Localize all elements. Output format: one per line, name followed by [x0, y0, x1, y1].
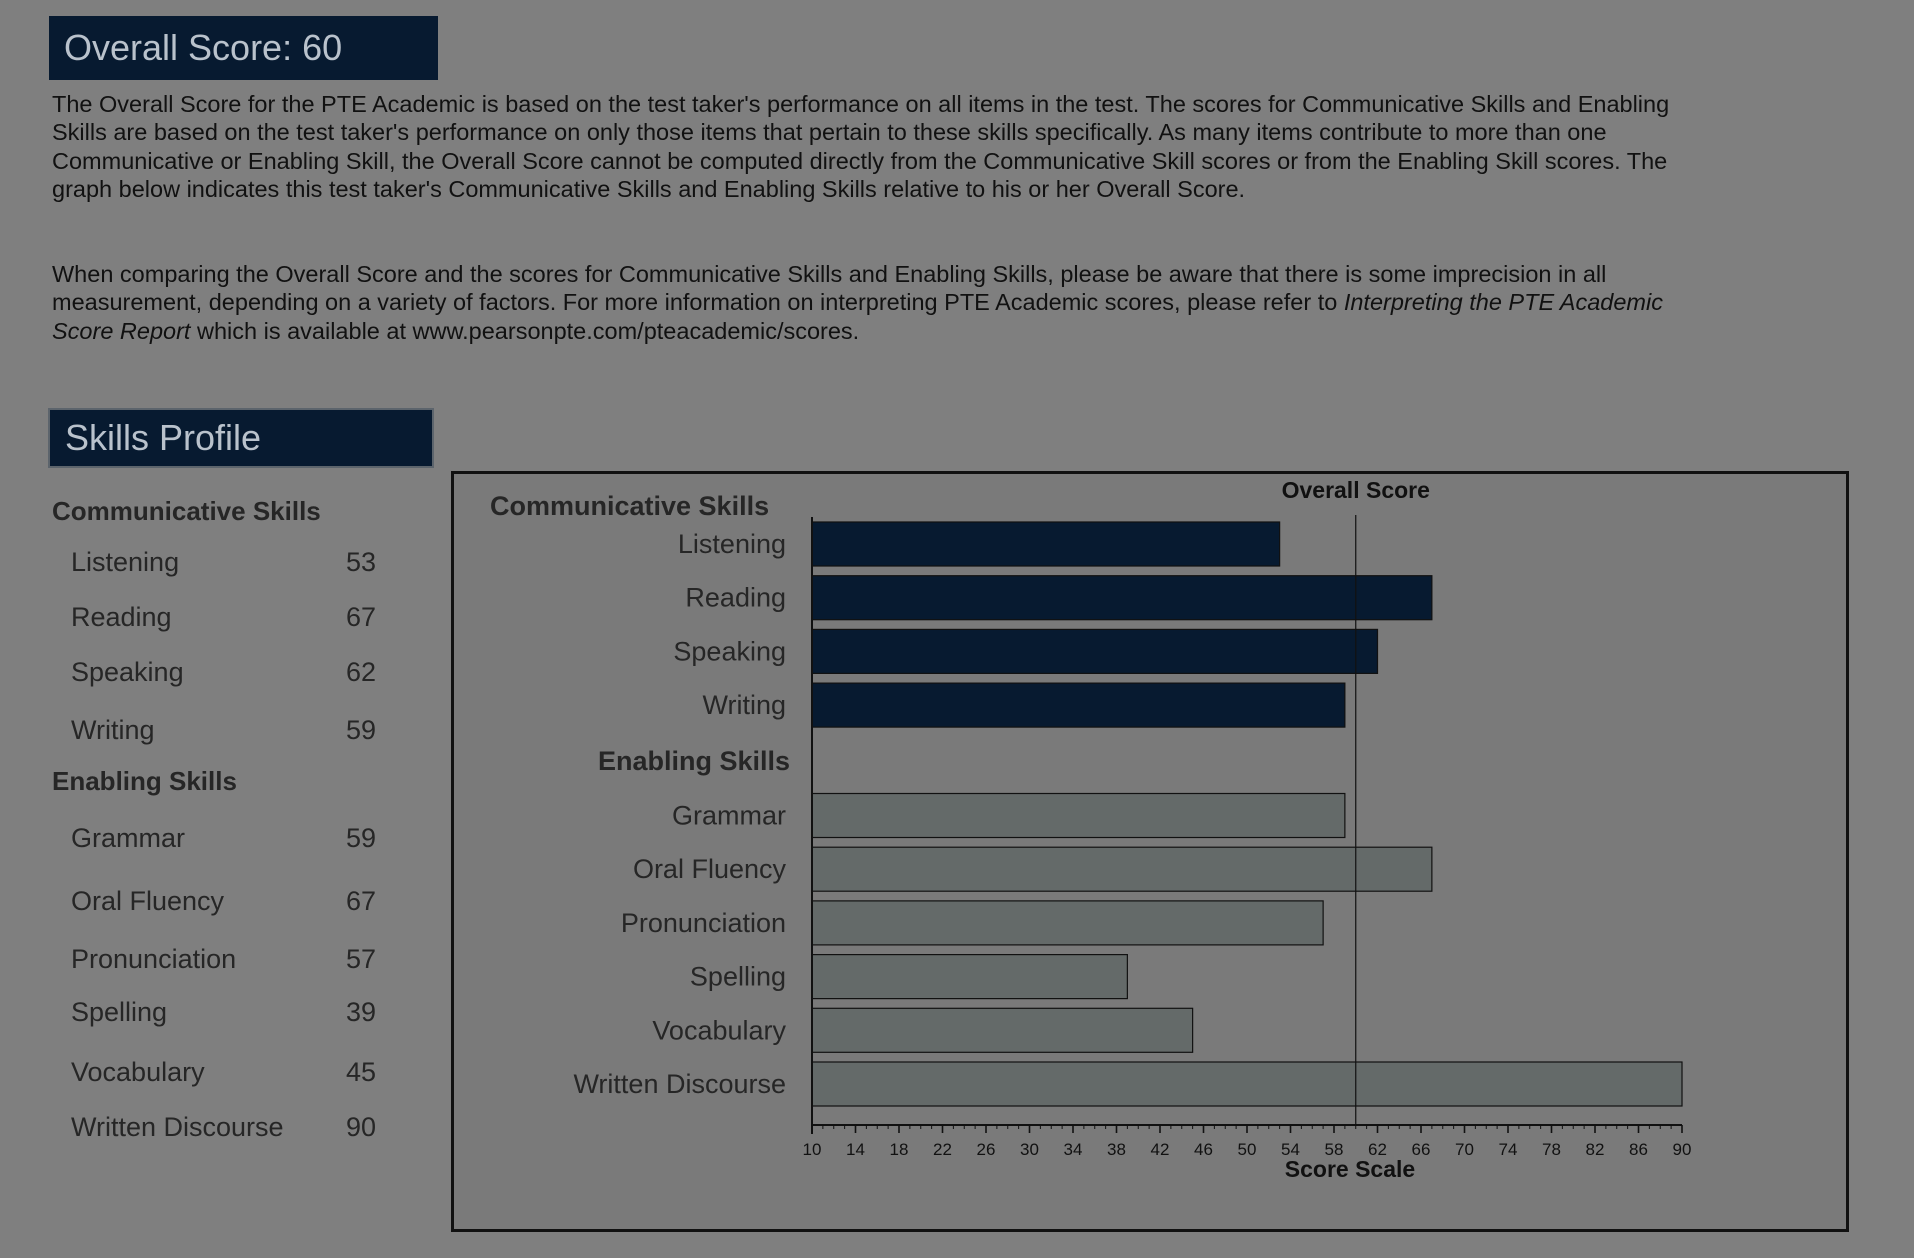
- overall-score-title: Overall Score: 60: [49, 16, 438, 80]
- x-tick-label: 26: [977, 1140, 996, 1159]
- chart-category-label: Written Discourse: [573, 1069, 786, 1099]
- x-tick-label: 78: [1542, 1140, 1561, 1159]
- chart-category-label: Vocabulary: [652, 1015, 786, 1045]
- chart-category-label: Writing: [702, 690, 786, 720]
- enabling-skills-heading: Enabling Skills: [52, 766, 237, 796]
- score-imprecision-note: When comparing the Overall Score and the…: [52, 260, 1702, 345]
- skill-name: Listening: [71, 547, 180, 577]
- x-tick-label: 34: [1064, 1140, 1083, 1159]
- skills-bar-chart: Communicative Skills Listening Reading Spea…: [490, 477, 1692, 1182]
- skill-score: 57: [345, 944, 376, 974]
- x-tick-label: 46: [1194, 1140, 1213, 1159]
- x-tick-label: 90: [1673, 1140, 1692, 1159]
- x-tick-label: 38: [1107, 1140, 1126, 1159]
- skill-row-written-discourse: Written Discourse 90: [71, 1112, 376, 1143]
- bar-speaking: [811, 628, 1379, 674]
- note-text-end: which is available at www.pearsonpte.com…: [190, 317, 860, 344]
- x-tick-label: 10: [803, 1140, 822, 1159]
- overall-score-line-label: Overall Score: [1282, 477, 1430, 503]
- score-report-guide-title: Interpreting the PTE Academic Score Repo…: [52, 289, 1663, 344]
- chart-group-heading: Enabling Skills: [598, 746, 790, 776]
- overall-score-label: Overall Score: 60: [64, 27, 343, 68]
- bar-written-discourse: [811, 1061, 1683, 1107]
- x-axis-title: Score Scale: [1285, 1156, 1415, 1182]
- x-tick-label: 50: [1238, 1140, 1257, 1159]
- skill-row-speaking: Speaking 62: [71, 657, 376, 688]
- skill-score: 59: [345, 715, 376, 745]
- overall-score-description: The Overall Score for the PTE Academic i…: [52, 91, 1670, 202]
- chart-category-label: Spelling: [690, 962, 786, 992]
- x-tick-label: 14: [846, 1140, 865, 1159]
- skill-row-spelling: Spelling 39: [71, 997, 376, 1028]
- skill-row-writing: Writing 59: [71, 715, 376, 746]
- skill-row-listening: Listening 53: [71, 547, 376, 578]
- skill-name: Spelling: [71, 997, 168, 1027]
- x-tick-label: 22: [933, 1140, 952, 1159]
- x-tick-label: 74: [1499, 1140, 1518, 1159]
- skill-name: Written Discourse: [71, 1112, 284, 1142]
- skill-row-grammar: Grammar 59: [71, 823, 376, 854]
- chart-group-heading: Communicative Skills: [490, 491, 769, 521]
- x-tick-label: 54: [1281, 1140, 1300, 1159]
- bar-pronunciation: [811, 900, 1324, 946]
- chart-category-label: Oral Fluency: [633, 854, 787, 884]
- chart-category-label: Grammar: [672, 801, 786, 831]
- skill-score: 53: [345, 547, 376, 577]
- x-tick-label: 58: [1325, 1140, 1344, 1159]
- skill-name: Pronunciation: [71, 944, 237, 974]
- skill-score: 62: [345, 657, 376, 687]
- skill-score: 90: [345, 1112, 376, 1142]
- bar-oral-fluency: [811, 846, 1433, 892]
- skill-row-pronunciation: Pronunciation 57: [71, 944, 376, 975]
- skill-score: 45: [345, 1057, 376, 1087]
- x-tick-label: 30: [1020, 1140, 1039, 1159]
- x-tick-label: 62: [1368, 1140, 1387, 1159]
- note-text-start: When comparing the Overall Score and the…: [52, 261, 1607, 316]
- skill-name: Reading: [71, 602, 172, 632]
- skill-name: Writing: [71, 715, 155, 745]
- skill-name: Grammar: [71, 823, 185, 853]
- x-tick-label: 70: [1455, 1140, 1474, 1159]
- skill-score: 59: [345, 823, 376, 853]
- x-tick-label: 18: [890, 1140, 909, 1159]
- communicative-skills-heading: Communicative Skills: [52, 496, 321, 526]
- skill-score: 39: [345, 997, 376, 1027]
- skills-profile-title: Skills Profile: [48, 408, 434, 468]
- x-tick-label: 82: [1586, 1140, 1605, 1159]
- skills-profile-label: Skills Profile: [65, 417, 262, 458]
- x-tick-label: 66: [1412, 1140, 1431, 1159]
- bar-vocabulary: [811, 1007, 1194, 1053]
- bar-listening: [811, 521, 1281, 567]
- skill-name: Oral Fluency: [71, 886, 225, 916]
- skill-score: 67: [345, 602, 376, 632]
- skill-row-vocabulary: Vocabulary 45: [71, 1057, 376, 1088]
- skill-score: 67: [345, 886, 376, 916]
- x-tick-label: 86: [1629, 1140, 1648, 1159]
- bar-spelling: [811, 954, 1128, 1000]
- bar-grammar: [811, 792, 1346, 839]
- chart-category-label: Pronunciation: [621, 908, 786, 938]
- skill-row-reading: Reading 67: [71, 602, 376, 633]
- chart-category-label: Listening: [678, 529, 786, 559]
- skill-name: Speaking: [71, 657, 184, 687]
- chart-category-label: Reading: [685, 583, 786, 613]
- bar-reading: [811, 575, 1433, 621]
- x-tick-label: 42: [1151, 1140, 1170, 1159]
- chart-category-label: Speaking: [673, 636, 786, 666]
- skill-name: Vocabulary: [71, 1057, 205, 1087]
- skills-chart-panel: Communicative Skills Listening Reading Spea…: [451, 471, 1849, 1232]
- skill-row-oral-fluency: Oral Fluency 67: [71, 886, 376, 917]
- bar-writing: [811, 682, 1346, 728]
